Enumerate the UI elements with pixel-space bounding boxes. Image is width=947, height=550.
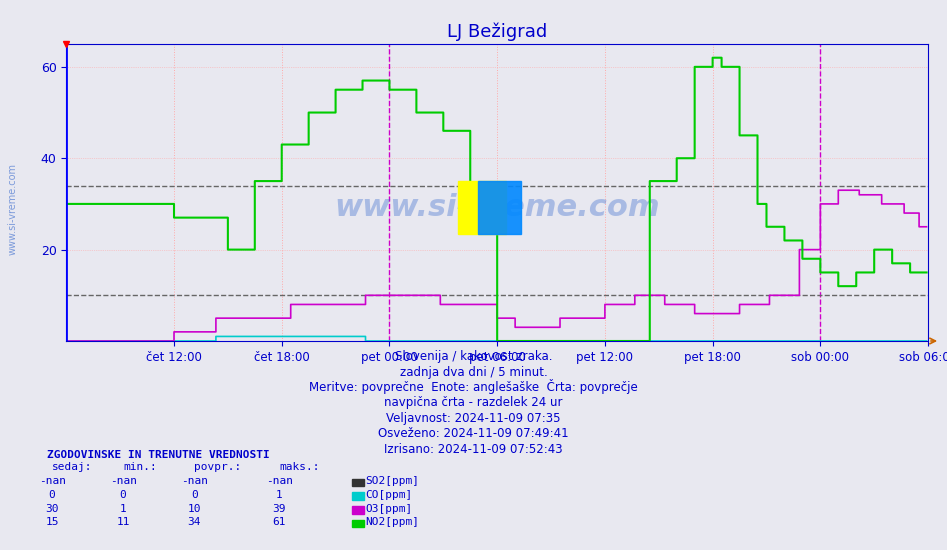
- Text: Veljavnost: 2024-11-09 07:35: Veljavnost: 2024-11-09 07:35: [386, 412, 561, 425]
- Text: -nan: -nan: [266, 476, 293, 486]
- Text: 0: 0: [48, 490, 56, 500]
- Text: 10: 10: [188, 503, 201, 514]
- Text: -nan: -nan: [110, 476, 136, 486]
- Text: ZGODOVINSKE IN TRENUTNE VREDNOSTI: ZGODOVINSKE IN TRENUTNE VREDNOSTI: [47, 450, 270, 460]
- Text: 11: 11: [116, 517, 130, 527]
- Text: 0: 0: [119, 490, 127, 500]
- Title: LJ Bežigrad: LJ Bežigrad: [447, 23, 547, 41]
- Text: www.si-vreme.com: www.si-vreme.com: [8, 163, 17, 255]
- Text: sedaj:: sedaj:: [52, 462, 93, 472]
- Text: NO2[ppm]: NO2[ppm]: [366, 517, 420, 527]
- Text: 1: 1: [119, 503, 127, 514]
- Text: Osveženo: 2024-11-09 07:49:41: Osveženo: 2024-11-09 07:49:41: [378, 427, 569, 440]
- Text: navpična črta - razdelek 24 ur: navpična črta - razdelek 24 ur: [384, 397, 563, 409]
- Text: 34: 34: [188, 517, 201, 527]
- Text: 39: 39: [273, 503, 286, 514]
- Text: povpr.:: povpr.:: [194, 462, 241, 472]
- Text: 30: 30: [45, 503, 59, 514]
- Text: Izrisano: 2024-11-09 07:52:43: Izrisano: 2024-11-09 07:52:43: [384, 443, 563, 455]
- Text: min.:: min.:: [123, 462, 157, 472]
- Bar: [458, 180, 506, 234]
- Text: www.si-vreme.com: www.si-vreme.com: [334, 193, 660, 222]
- Text: maks.:: maks.:: [279, 462, 320, 472]
- Text: -nan: -nan: [181, 476, 207, 486]
- Text: CO[ppm]: CO[ppm]: [366, 490, 413, 500]
- Text: 1: 1: [276, 490, 283, 500]
- Bar: [478, 180, 521, 234]
- Text: 15: 15: [45, 517, 59, 527]
- Text: Slovenija / kakovost zraka.: Slovenija / kakovost zraka.: [395, 350, 552, 363]
- Text: SO2[ppm]: SO2[ppm]: [366, 476, 420, 486]
- Text: Meritve: povprečne  Enote: anglešaške  Črta: povprečje: Meritve: povprečne Enote: anglešaške Črt…: [309, 379, 638, 394]
- Text: O3[ppm]: O3[ppm]: [366, 503, 413, 514]
- Text: -nan: -nan: [39, 476, 65, 486]
- Text: 0: 0: [190, 490, 198, 500]
- Text: zadnja dva dni / 5 minut.: zadnja dva dni / 5 minut.: [400, 366, 547, 378]
- Text: 61: 61: [273, 517, 286, 527]
